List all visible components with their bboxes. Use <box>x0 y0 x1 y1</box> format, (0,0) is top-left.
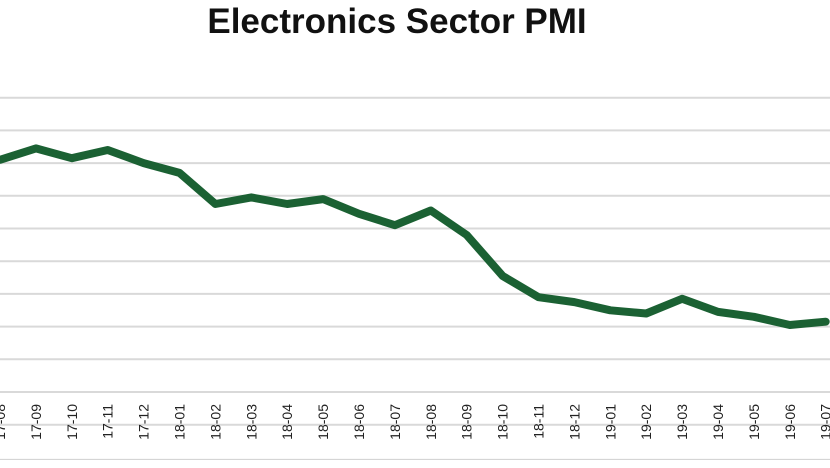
x-tick-label: 18-05 <box>315 404 331 440</box>
x-tick-label: 19-04 <box>710 404 726 440</box>
x-tick-label: 18-11 <box>531 404 547 439</box>
x-tick-label: 18-03 <box>243 404 259 440</box>
x-tick-label: 19-07 <box>818 404 830 440</box>
x-tick-label: 18-09 <box>459 404 475 440</box>
x-tick-label: 18-02 <box>207 404 223 440</box>
x-tick-label: 19-02 <box>638 404 654 440</box>
x-tick-label: 17-12 <box>136 404 152 440</box>
x-tick-label: 18-04 <box>279 404 295 440</box>
gridlines <box>0 96 830 426</box>
x-tick-label: 19-06 <box>782 404 798 440</box>
x-tick-label: 17-10 <box>64 404 80 440</box>
x-tick-label: 18-12 <box>566 404 582 440</box>
x-tick-label: 17-08 <box>0 404 8 440</box>
x-tick-label: 17-09 <box>28 404 44 440</box>
x-tick-label: 18-07 <box>387 404 403 440</box>
x-tick-label: 19-01 <box>602 404 618 440</box>
x-tick-label: 17-11 <box>100 404 116 439</box>
x-tick-label: 18-10 <box>495 404 511 440</box>
x-tick-labels: 17-08 17-09 17-10 17-11 17-12 18-01 18-02 18-03… <box>0 404 830 440</box>
x-tick-label: 18-08 <box>423 404 439 440</box>
x-tick-label: 18-06 <box>351 404 367 440</box>
x-tick-label: 18-01 <box>172 404 188 440</box>
x-tick-label: 19-05 <box>746 404 762 440</box>
pmi-series-line <box>0 144 830 329</box>
chart-title: Electronics Sector PMI <box>207 2 587 41</box>
x-tick-label: 19-03 <box>674 404 690 440</box>
